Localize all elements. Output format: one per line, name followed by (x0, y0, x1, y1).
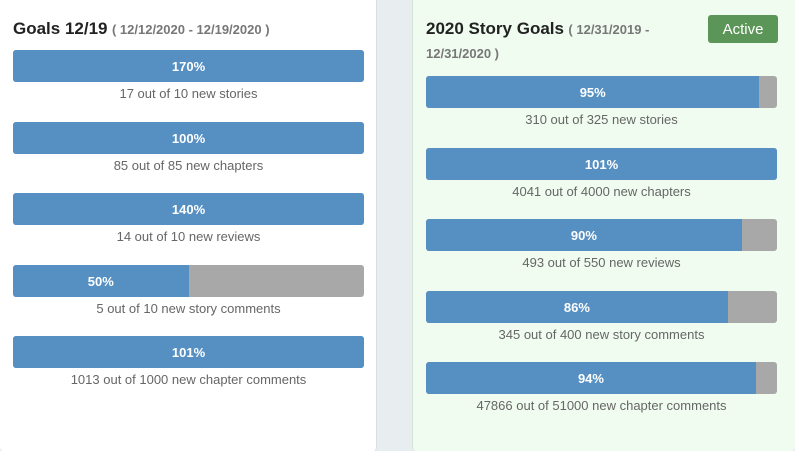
goal-progress-fill (13, 265, 189, 297)
goal-item: 101% 4041 out of 4000 new chapters (426, 148, 777, 199)
goal-caption: 345 out of 400 new story comments (498, 327, 705, 342)
goal-progress-bar: 140% (13, 193, 364, 225)
goal-percent-label: 90% (570, 227, 597, 243)
goal-progress-bar: 101% (426, 148, 777, 180)
goal-progress-fill (13, 193, 364, 225)
goal-caption: 5 out of 10 new story comments (96, 301, 281, 316)
goal-progress-bar: 101% (13, 336, 364, 368)
goal-percent-label: 50% (87, 273, 114, 289)
goal-item: 170% 17 out of 10 new stories (13, 50, 364, 101)
goal-progress-bar: 100% (13, 122, 364, 154)
goal-progress-fill (13, 336, 364, 368)
goal-item: 94% 47866 out of 51000 new chapter commen… (426, 362, 777, 413)
goal-progress-fill (426, 148, 777, 180)
goal-caption: 493 out of 550 new reviews (522, 255, 681, 270)
weekly-goals-header: Goals 12/19 ( 12/12/2020 - 12/19/2020 ) (13, 17, 270, 42)
goal-caption: 4041 out of 4000 new chapters (512, 184, 691, 199)
story-goals-daterange: ( 12/31/2019 - 12/31/2020 ) (426, 22, 650, 61)
weekly-goals-title: Goals 12/19 (13, 19, 108, 38)
goal-item: 95% 310 out of 325 new stories (426, 76, 777, 127)
goal-percent-label: 94% (577, 370, 604, 386)
goal-caption: 17 out of 10 new stories (119, 86, 258, 101)
goal-item: 100% 85 out of 85 new chapters (13, 122, 364, 173)
goal-percent-label: 140% (171, 201, 206, 217)
goal-progress-bar: 170% (13, 50, 364, 82)
goal-percent-label: 101% (171, 344, 206, 360)
goal-progress-fill (426, 219, 742, 251)
goal-item: 86% 345 out of 400 new story comments (426, 291, 777, 342)
goal-item: 140% 14 out of 10 new reviews (13, 193, 364, 244)
weekly-goals-panel: Goals 12/19 ( 12/12/2020 - 12/19/2020 ) … (0, 0, 377, 451)
goal-progress-fill (13, 50, 364, 82)
goal-progress-bar: 90% (426, 219, 777, 251)
active-status-badge: Active (708, 15, 778, 43)
goal-percent-label: 95% (579, 84, 606, 100)
goal-caption: 85 out of 85 new chapters (113, 158, 264, 173)
goal-progress-bar: 86% (426, 291, 777, 323)
goal-progress-fill (426, 291, 728, 323)
goal-item: 90% 493 out of 550 new reviews (426, 219, 777, 270)
goal-progress-fill (13, 122, 364, 154)
goal-caption: 47866 out of 51000 new chapter comments (476, 398, 727, 413)
goal-caption: 1013 out of 1000 new chapter comments (70, 372, 307, 387)
story-goals-panel: 2020 Story Goals ( 12/31/2019 - 12/31/20… (412, 0, 795, 451)
weekly-goals-daterange: ( 12/12/2020 - 12/19/2020 ) (111, 22, 270, 37)
goal-caption: 14 out of 10 new reviews (116, 229, 261, 244)
goal-progress-bar: 95% (426, 76, 777, 108)
story-goals-header: 2020 Story Goals ( 12/31/2019 - 12/31/20… (426, 17, 676, 66)
story-goals-title: 2020 Story Goals (426, 19, 564, 38)
goal-item: 50% 5 out of 10 new story comments (13, 265, 364, 316)
goal-item: 101% 1013 out of 1000 new chapter comment… (13, 336, 364, 387)
goal-percent-label: 101% (584, 156, 619, 172)
goal-percent-label: 170% (171, 58, 206, 74)
goal-percent-label: 100% (171, 130, 206, 146)
goal-percent-label: 86% (563, 299, 590, 315)
goal-caption: 310 out of 325 new stories (525, 112, 678, 127)
goal-progress-fill (426, 76, 760, 108)
goal-progress-bar: 50% (13, 265, 364, 297)
goal-progress-fill (426, 362, 756, 394)
goal-progress-bar: 94% (426, 362, 777, 394)
